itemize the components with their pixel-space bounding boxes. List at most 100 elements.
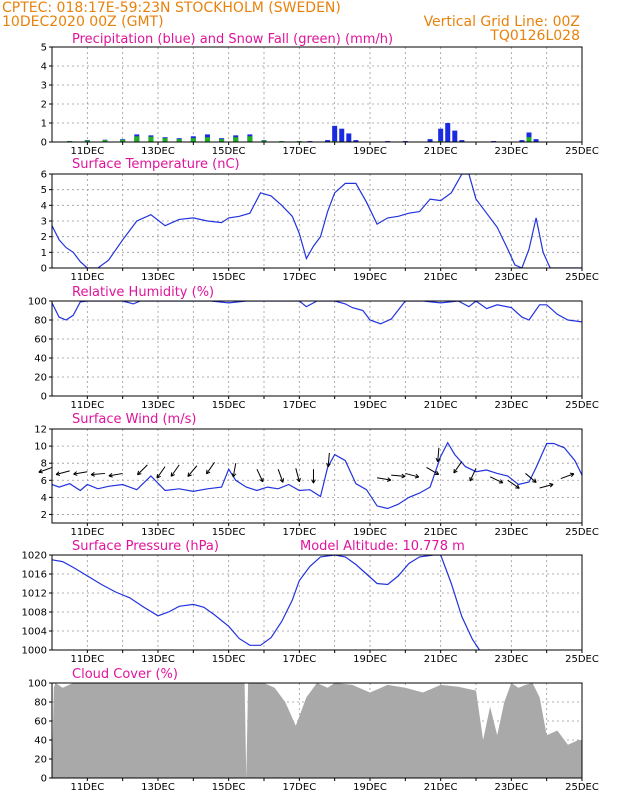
wind-arrow-head — [326, 463, 329, 468]
cloud-frame — [51, 682, 583, 779]
header-location: CPTEC: 018:17E-59:23N STOCKHOLM (SWEDEN) — [2, 0, 341, 16]
pressure-xtick-label: 23DEC — [494, 654, 528, 665]
wind-ytick-label: 8 — [41, 459, 47, 470]
wind-ytick-label: 12 — [34, 425, 47, 436]
wind-arrow — [376, 477, 391, 481]
rh-ytick-label: 100 — [28, 297, 47, 308]
wind-arrow-head — [569, 472, 575, 475]
temp-panel: 0 1 2 3 4 5 6 11DEC 13DEC 15DEC 17DEC 19DEC 21DEC 23D… — [41, 157, 599, 283]
wind-arrow-head — [414, 476, 419, 479]
rh-ytick-label: 40 — [34, 354, 47, 365]
wind-arrow — [295, 468, 300, 482]
wind-arrow — [437, 447, 440, 462]
wind-arrow — [256, 468, 264, 483]
precip-bar — [445, 123, 451, 142]
precip-xtick-label: 17DEC — [282, 146, 316, 157]
cloud-title: Cloud Cover (%) — [72, 667, 178, 682]
rh-xtick-label: 23DEC — [494, 400, 528, 411]
snow-bar — [190, 138, 196, 142]
header-model-code: TQ0126L028 — [489, 28, 580, 44]
precip-bar — [339, 128, 345, 142]
wind-xtick-label: 21DEC — [424, 527, 458, 538]
temp-ytick-label: 3 — [41, 217, 47, 228]
rh-xtick-label: 25DEC — [565, 400, 599, 411]
snow-bar — [526, 137, 532, 142]
wind-arrow — [206, 462, 215, 475]
wind-line — [52, 441, 582, 510]
wind-arrow — [91, 472, 106, 476]
cloud-ytick-label: 80 — [34, 698, 47, 709]
wind-arrow-head — [436, 470, 440, 475]
precip-frame — [51, 46, 583, 143]
wind-arrow-head — [170, 474, 175, 477]
precip-ytick-label: 4 — [41, 62, 47, 73]
precip-xtick-label: 19DEC — [353, 146, 387, 157]
wind-frame — [51, 428, 583, 524]
wind-xtick-label: 25DEC — [565, 527, 599, 538]
wind-xtick-label: 17DEC — [282, 527, 316, 538]
wind-arrow-head — [279, 479, 284, 483]
wind-arrow-head — [73, 471, 77, 475]
precip-ytick-label: 5 — [41, 43, 47, 54]
wind-arrow — [539, 483, 554, 489]
rh-ytick-label: 80 — [34, 316, 47, 327]
wind-arrow — [38, 466, 53, 473]
cloud-ytick-label: 40 — [34, 736, 47, 747]
rh-xtick-label: 13DEC — [141, 400, 175, 411]
temp-xtick-label: 23DEC — [494, 272, 528, 283]
header-grid-note: Vertical Grid Line: 00Z — [424, 14, 580, 30]
cloud-ytick-label: 60 — [34, 717, 47, 728]
precip-panel: 0 1 2 3 4 5 11DEC 13DEC 15DEC 17DEC 19DEC 21DEC 23DE… — [41, 32, 599, 157]
rh-xtick-label: 11DEC — [70, 400, 104, 411]
wind-arrow-head — [401, 473, 406, 477]
pressure-line — [52, 555, 480, 650]
precip-xtick-label: 11DEC — [70, 146, 104, 157]
precip-ytick-label: 3 — [41, 81, 47, 92]
wind-arrow — [137, 464, 148, 476]
precip-bar — [459, 140, 465, 142]
precip-title: Precipitation (blue) and Snow Fall (gree… — [72, 32, 393, 47]
snow-bar — [102, 140, 108, 142]
precip-ytick-label: 0 — [41, 138, 47, 149]
precip-xtick-label: 15DEC — [212, 146, 246, 157]
pressure-xtick-label: 15DEC — [212, 654, 246, 665]
wind-xtick-label: 15DEC — [212, 527, 246, 538]
cloud-xtick-label: 21DEC — [424, 782, 458, 793]
snow-bar — [247, 136, 253, 142]
wind-arrow-head — [327, 463, 331, 468]
wind-arrow-head — [73, 473, 78, 476]
wind-arrow-head — [313, 479, 316, 484]
wind-arrow — [405, 472, 419, 478]
precip-bar — [452, 130, 458, 142]
pressure-xtick-label: 17DEC — [282, 654, 316, 665]
cloud-xtick-label: 25DEC — [565, 782, 599, 793]
wind-arrow-head — [298, 477, 301, 482]
rh-xtick-label: 15DEC — [212, 400, 246, 411]
wind-title: Surface Wind (m/s) — [72, 412, 196, 427]
cloud-xtick-label: 11DEC — [70, 782, 104, 793]
wind-arrow — [453, 461, 463, 474]
cloud-ytick-label: 100 — [28, 679, 47, 690]
cloud-xtick-label: 19DEC — [353, 782, 387, 793]
temp-ytick-label: 4 — [41, 201, 47, 212]
wind-arrow-head — [187, 472, 190, 477]
snow-bar — [233, 137, 239, 142]
rh-ytick-label: 0 — [41, 392, 47, 403]
wind-arrow — [232, 463, 237, 478]
cloud-ytick-label: 0 — [41, 774, 47, 785]
wind-arrow-head — [549, 482, 554, 485]
wind-arrow-head — [500, 479, 504, 484]
rh-xtick-label: 17DEC — [282, 400, 316, 411]
wind-ytick-label: 10 — [34, 442, 47, 453]
wind-arrow-head — [90, 474, 95, 477]
cloud-panel: 0 20 40 60 80 100 11DEC 13DEC 15DEC 17DEC 19DEC 21D… — [28, 667, 599, 793]
precip-xtick-label: 23DEC — [494, 146, 528, 157]
precip-bar — [353, 140, 359, 142]
precip-bar — [533, 139, 539, 142]
wind-xtick-label: 13DEC — [141, 527, 175, 538]
snow-bar — [148, 136, 154, 142]
cloud-xtick-label: 17DEC — [282, 782, 316, 793]
precip-xtick-label: 25DEC — [565, 146, 599, 157]
temp-xtick-label: 19DEC — [353, 272, 387, 283]
rh-ytick-label: 60 — [34, 335, 47, 346]
